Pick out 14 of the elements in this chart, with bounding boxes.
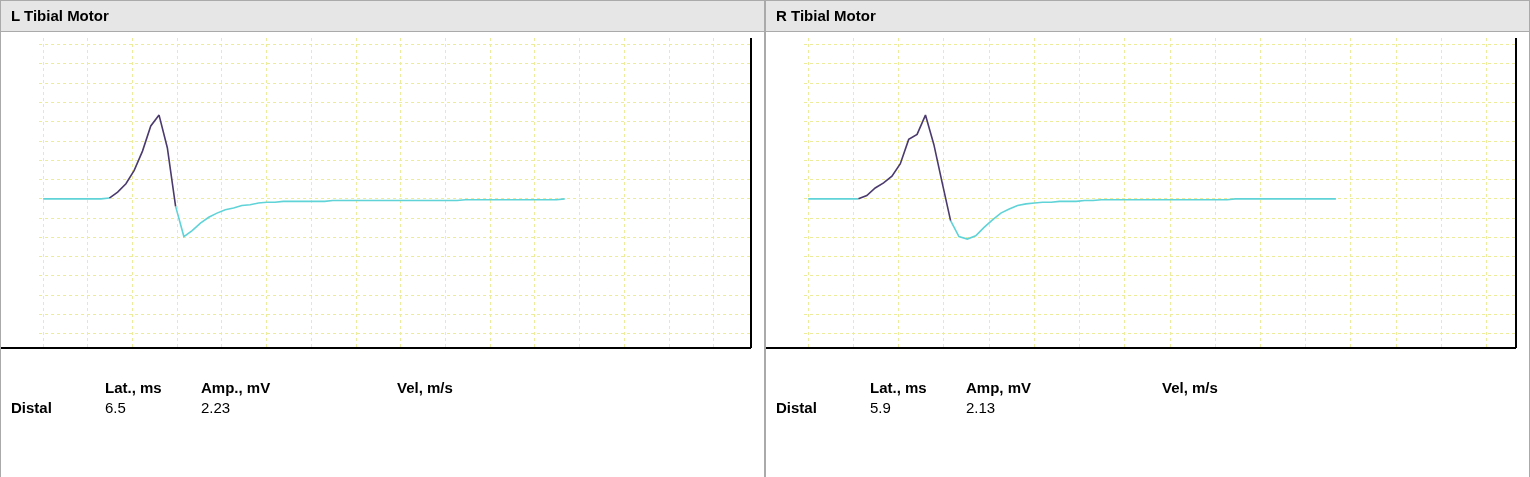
text: Vel, m/s [1162, 378, 1219, 396]
chart-title: R Tibial Motor [766, 1, 1529, 32]
text: Amp, mV [966, 378, 1032, 396]
text: 5.9 [870, 398, 892, 416]
text: Vel, m/s [397, 378, 454, 396]
text: Distal [11, 398, 53, 416]
chart-title: L Tibial Motor [1, 1, 764, 32]
text: Lat., ms [105, 378, 163, 396]
text: Amp., mV [201, 378, 272, 396]
text: 2.13 [966, 398, 997, 416]
text: Lat., ms [870, 378, 928, 396]
text: Distal [776, 398, 818, 416]
text: 6.5 [105, 398, 127, 416]
text: 2.23 [201, 398, 232, 416]
